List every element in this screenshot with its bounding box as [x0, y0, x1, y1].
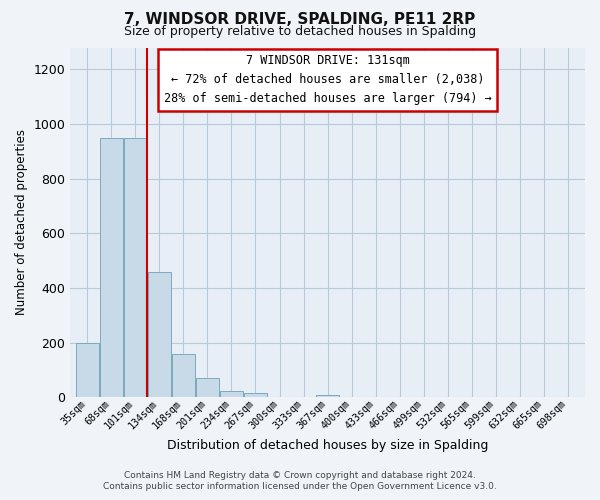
Y-axis label: Number of detached properties: Number of detached properties [15, 130, 28, 316]
Bar [148, 272, 171, 398]
Text: 7 WINDSOR DRIVE: 131sqm
← 72% of detached houses are smaller (2,038)
28% of semi: 7 WINDSOR DRIVE: 131sqm ← 72% of detache… [164, 54, 491, 106]
Bar [244, 393, 267, 398]
Bar [172, 354, 195, 398]
Bar [220, 391, 243, 398]
Bar [76, 342, 98, 398]
Bar [100, 138, 122, 398]
Text: Contains HM Land Registry data © Crown copyright and database right 2024.: Contains HM Land Registry data © Crown c… [124, 471, 476, 480]
Bar [316, 394, 339, 398]
Bar [124, 138, 146, 398]
X-axis label: Distribution of detached houses by size in Spalding: Distribution of detached houses by size … [167, 440, 488, 452]
Text: 7, WINDSOR DRIVE, SPALDING, PE11 2RP: 7, WINDSOR DRIVE, SPALDING, PE11 2RP [124, 12, 476, 28]
Bar [196, 378, 219, 398]
Text: Size of property relative to detached houses in Spalding: Size of property relative to detached ho… [124, 25, 476, 38]
Text: Contains public sector information licensed under the Open Government Licence v3: Contains public sector information licen… [103, 482, 497, 491]
